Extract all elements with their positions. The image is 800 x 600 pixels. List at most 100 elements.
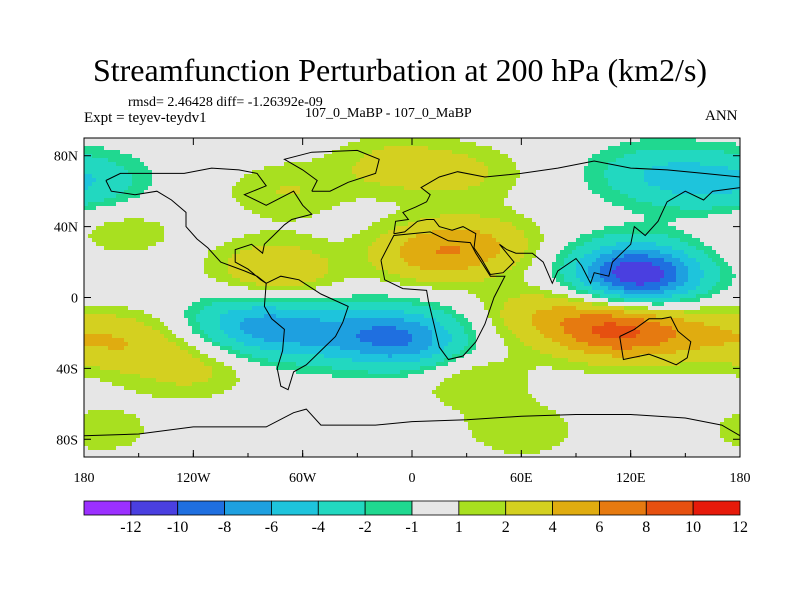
field-cell [292,422,297,427]
field-cell [276,402,281,407]
field-cell [264,310,269,315]
field-cell [168,238,173,243]
field-cell [160,438,165,443]
field-cell [264,326,269,331]
field-cell [248,166,253,171]
field-cell [216,326,221,331]
field-cell [132,178,137,183]
field-cell [216,206,221,211]
field-cell [256,238,261,243]
field-cell [228,146,233,151]
field-cell [112,182,117,187]
field-cell [292,162,297,167]
field-cell [88,402,93,407]
field-cell [128,410,133,415]
field-cell [288,270,293,275]
field-cell [108,254,113,259]
field-cell [112,250,117,255]
field-cell [320,278,325,283]
field-cell [292,326,297,331]
field-cell [268,410,273,415]
field-cell [308,222,313,227]
field-cell [304,150,309,155]
field-cell [232,270,237,275]
field-cell [180,170,185,175]
field-cell [224,366,229,371]
field-cell [240,266,245,271]
field-cell [296,386,301,391]
field-cell [168,326,173,331]
field-cell [180,386,185,391]
field-cell [284,150,289,155]
field-cell [244,402,249,407]
field-cell [152,394,157,399]
field-cell [220,390,225,395]
field-cell [260,446,265,451]
field-cell [176,294,181,299]
field-cell [308,202,313,207]
field-cell [192,222,197,227]
field-cell [84,306,89,311]
field-cell [160,146,165,151]
field-cell [280,414,285,419]
field-cell [140,314,145,319]
field-cell [132,386,137,391]
field-cell [96,402,101,407]
field-cell [136,202,141,207]
field-cell [188,394,193,399]
field-cell [288,434,293,439]
field-cell [320,254,325,259]
field-cell [228,302,233,307]
field-cell [224,146,229,151]
field-cell [176,222,181,227]
field-cell [292,338,297,343]
field-cell [184,238,189,243]
field-cell [328,174,333,179]
field-cell [224,386,229,391]
field-cell [268,266,273,271]
field-cell [196,450,201,455]
field-cell [320,266,325,271]
field-cell [136,302,141,307]
field-cell [132,310,137,315]
field-cell [204,270,209,275]
field-cell [328,342,333,347]
field-cell [100,442,105,447]
field-cell [132,350,137,355]
field-cell [260,334,265,339]
field-cell [224,234,229,239]
field-cell [268,382,273,387]
field-cell [84,302,89,307]
field-cell [192,194,197,199]
field-cell [228,370,233,375]
field-cell [128,362,133,367]
field-cell [160,362,165,367]
field-cell [136,214,141,219]
field-cell [220,446,225,451]
field-cell [232,310,237,315]
field-cell [156,398,161,403]
field-cell [324,378,329,383]
field-cell [280,286,285,291]
field-cell [284,222,289,227]
field-cell [224,338,229,343]
field-cell [180,306,185,311]
field-cell [264,398,269,403]
field-cell [196,202,201,207]
field-cell [236,298,241,303]
field-cell [312,422,317,427]
field-cell [280,426,285,431]
field-cell [272,266,277,271]
field-cell [240,138,245,143]
field-cell [184,454,189,457]
field-cell [272,258,277,263]
field-cell [232,362,237,367]
field-cell [96,406,101,411]
field-cell [152,294,157,299]
field-cell [120,230,125,235]
field-cell [280,254,285,259]
field-cell [296,302,301,307]
field-cell [324,246,329,251]
field-cell [120,162,125,167]
field-cell [272,210,277,215]
